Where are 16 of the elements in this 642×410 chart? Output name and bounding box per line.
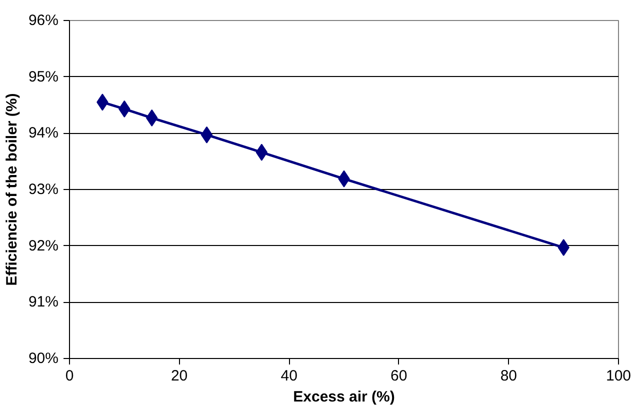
y-tick-label: 90% <box>28 350 59 367</box>
x-tick-label: 0 <box>65 368 74 384</box>
x-tick-label: 20 <box>170 368 188 384</box>
x-tick-label: 40 <box>280 368 298 384</box>
y-tick-label: 93% <box>28 181 59 198</box>
y-tick-label: 96% <box>28 12 59 29</box>
y-tick-label: 94% <box>28 124 59 142</box>
y-tick-label: 91% <box>28 294 59 311</box>
y-axis-title: Efficiencie of the boiler (%) <box>3 93 20 286</box>
x-axis-title: Excess air (%) <box>293 388 395 406</box>
x-tick-label: 100 <box>606 368 632 384</box>
x-tick-label: 60 <box>390 368 408 384</box>
y-tick-label: 95% <box>28 68 59 86</box>
point <box>200 126 213 144</box>
y-tick-label: 92% <box>28 237 59 254</box>
x-tick-label: 80 <box>500 368 518 384</box>
